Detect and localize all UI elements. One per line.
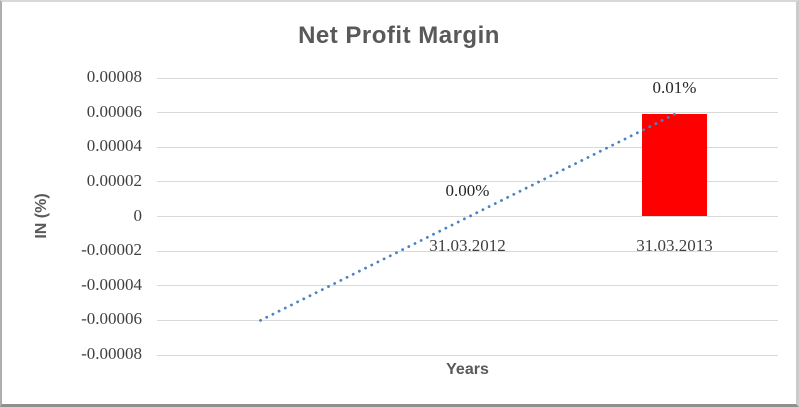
y-tick-label: 0.00006 (86, 101, 142, 121)
x-axis-title: Years (446, 361, 489, 378)
y-tick-label: -0.00002 (81, 240, 142, 260)
gridline (157, 354, 778, 356)
bar (642, 114, 707, 217)
y-tick-label: 0.00004 (86, 136, 142, 156)
chart-title: Net Profit Margin (298, 22, 500, 49)
gridline (157, 112, 778, 114)
y-tick-label: -0.00008 (81, 344, 142, 363)
data-label: 0.01% (652, 78, 697, 98)
gridline (157, 77, 778, 79)
data-label: 0.00% (445, 180, 490, 200)
x-tick-label: 31.03.2012 (429, 236, 506, 255)
y-tick-label: -0.00004 (81, 274, 142, 294)
gridline (157, 285, 778, 287)
y-tick-label: 0.00008 (86, 67, 142, 86)
gridline (157, 319, 778, 321)
y-tick-label: -0.00006 (81, 309, 142, 329)
y-tick-label: 0.00002 (86, 170, 142, 190)
x-tick-label: 31.03.2013 (636, 236, 713, 255)
y-tick-label: 0 (133, 205, 143, 225)
